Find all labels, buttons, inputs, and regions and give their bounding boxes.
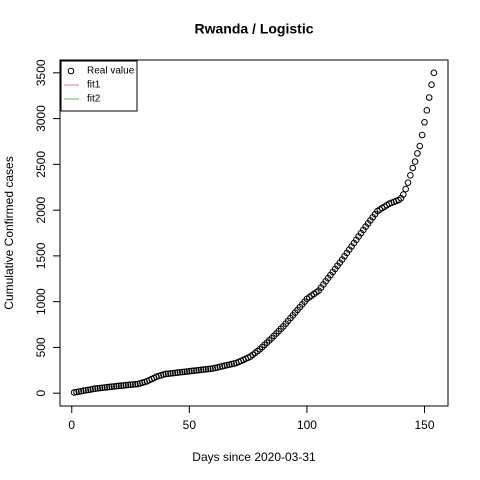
- data-point: [108, 383, 116, 390]
- data-point: [101, 384, 108, 391]
- data-point: [103, 383, 111, 391]
- data-point: [82, 387, 90, 394]
- y-tick-label: 500: [34, 337, 48, 357]
- data-point: [129, 381, 137, 388]
- data-point: [127, 381, 134, 388]
- data-point: [423, 107, 431, 114]
- data-point: [178, 368, 186, 376]
- data-point: [117, 382, 125, 389]
- x-tick-label: 0: [68, 418, 75, 432]
- data-point: [106, 383, 113, 391]
- data-point: [70, 389, 78, 396]
- data-point: [428, 81, 435, 89]
- data-point: [418, 131, 426, 139]
- data-point: [202, 365, 210, 373]
- y-tick-label: 1000: [34, 288, 48, 315]
- data-point: [193, 367, 200, 374]
- data-point: [115, 382, 123, 390]
- data-point: [113, 382, 120, 390]
- data-point: [183, 368, 191, 375]
- data-point: [188, 367, 195, 375]
- data-point: [77, 387, 85, 395]
- data-point: [75, 388, 83, 395]
- data-point: [167, 370, 174, 377]
- x-tick-label: 150: [414, 418, 434, 432]
- data-point: [94, 385, 101, 392]
- data-point: [402, 185, 409, 193]
- data-point: [171, 369, 179, 377]
- data-point: [197, 366, 205, 374]
- legend-label: Real value: [87, 66, 135, 77]
- x-axis-label: Days since 2020-03-31: [192, 450, 316, 464]
- data-point: [409, 164, 417, 172]
- data-point: [430, 69, 438, 77]
- data-point: [164, 370, 172, 377]
- data-point: [169, 369, 177, 377]
- data-point: [89, 385, 97, 393]
- data-point: [122, 381, 130, 389]
- data-point: [407, 172, 414, 179]
- data-point: [110, 383, 118, 390]
- x-tick-label: 50: [183, 418, 197, 432]
- data-point: [174, 369, 181, 376]
- data-point: [124, 381, 132, 389]
- y-tick-label: 3000: [34, 105, 48, 132]
- data-point: [200, 366, 207, 373]
- chart-title: Rwanda / Logistic: [194, 21, 313, 37]
- data-point: [414, 150, 421, 157]
- y-tick-label: 0: [34, 390, 48, 397]
- data-point: [404, 179, 412, 186]
- data-point: [131, 380, 139, 388]
- data-point: [181, 368, 188, 376]
- data-point: [425, 94, 433, 101]
- legend-label: fit2: [87, 94, 101, 105]
- data-point: [190, 367, 198, 374]
- data-point: [411, 158, 419, 165]
- data-point: [96, 384, 104, 392]
- data-point: [80, 387, 87, 395]
- y-tick-label: 1500: [34, 242, 48, 269]
- data-point: [186, 367, 193, 375]
- data-point: [91, 385, 99, 392]
- y-tick-label: 3500: [34, 59, 48, 86]
- data-point: [99, 384, 106, 392]
- plot-frame: [59, 59, 449, 407]
- legend-symbol: [67, 67, 75, 75]
- data-point: [400, 191, 407, 198]
- x-tick-label: 100: [297, 418, 317, 432]
- data-point: [120, 382, 127, 389]
- y-tick-label: 2000: [34, 196, 48, 223]
- data-point: [195, 366, 203, 374]
- data-point: [176, 369, 184, 376]
- data-point: [416, 142, 424, 150]
- data-point: [162, 370, 170, 378]
- data-point: [73, 388, 80, 396]
- data-point: [84, 386, 92, 394]
- data-point: [204, 365, 212, 373]
- data-point: [207, 365, 214, 373]
- data-point: [87, 386, 94, 393]
- y-tick-label: 2500: [34, 151, 48, 178]
- legend-label: fit1: [87, 80, 101, 91]
- data-point: [421, 118, 428, 126]
- y-axis-label: Cumulative Confirmed cases: [2, 156, 16, 309]
